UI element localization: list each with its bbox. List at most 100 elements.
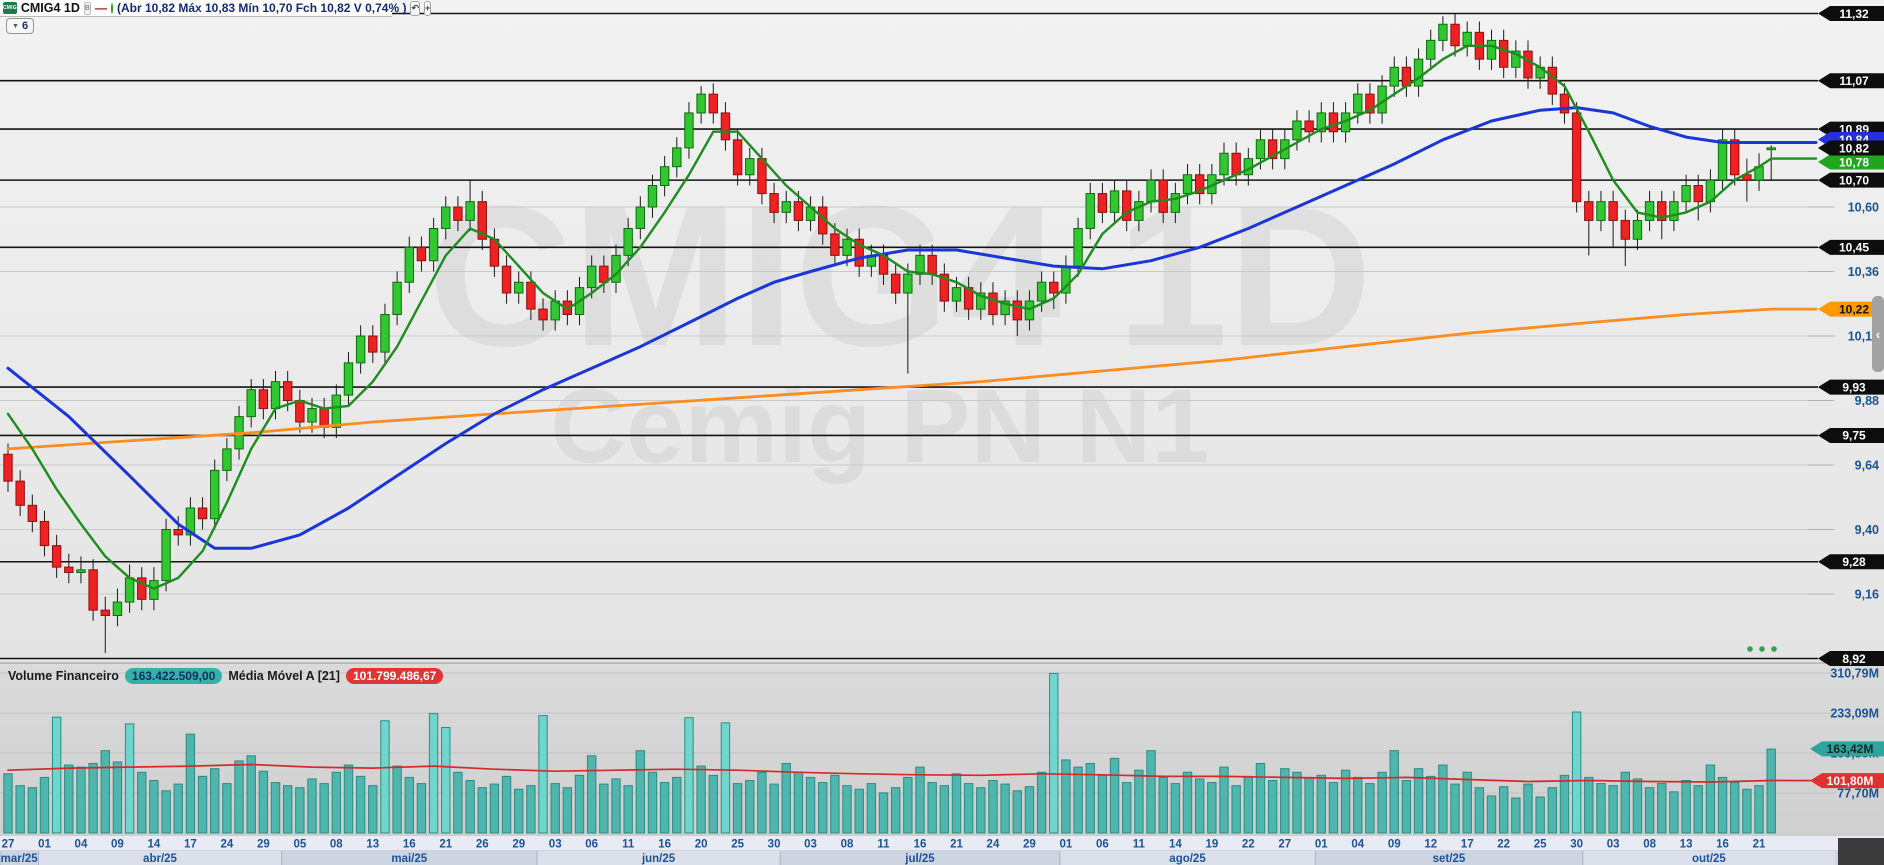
svg-text:03: 03	[1607, 839, 1620, 851]
svg-text:9,93: 9,93	[1842, 380, 1866, 394]
svg-text:30: 30	[1570, 839, 1583, 851]
svg-text:08: 08	[330, 839, 343, 851]
svg-text:10,45: 10,45	[1839, 241, 1869, 255]
ellipsis-dots	[1747, 646, 1777, 652]
svg-text:77,70M: 77,70M	[1837, 787, 1879, 801]
svg-text:21: 21	[439, 839, 452, 851]
svg-text:9,88: 9,88	[1855, 394, 1879, 408]
date-axis[interactable]: mar/25 abr/25 mai/25 jun/25 jul/25 ago/25 set/…	[0, 836, 1884, 865]
svg-text:19: 19	[1205, 839, 1218, 851]
ma-fast-line	[6, 44, 1818, 590]
volume-indicator-row: Volume Financeiro 163.422.509,00 Média M…	[8, 667, 444, 684]
svg-text:08: 08	[1643, 839, 1656, 851]
svg-text:11: 11	[1133, 839, 1146, 851]
svg-text:22: 22	[1497, 839, 1510, 851]
svg-text:29: 29	[1023, 839, 1036, 851]
svg-text:9,64: 9,64	[1855, 459, 1879, 473]
svg-text:24: 24	[220, 839, 233, 851]
svg-text:10,70: 10,70	[1839, 173, 1869, 187]
indicator-count: 6	[21, 20, 29, 32]
undo-button[interactable]: ↶	[410, 0, 420, 16]
svg-text:set/25: set/25	[1433, 853, 1466, 865]
volume-value-badge: 163.422.509,00	[124, 667, 223, 684]
volume-ma-line	[7, 763, 1817, 783]
svg-text:jun/25: jun/25	[641, 853, 676, 865]
svg-text:10,82: 10,82	[1839, 141, 1869, 155]
svg-text:16: 16	[914, 839, 927, 851]
svg-text:30: 30	[768, 839, 781, 851]
chart-header: CMIG CMIG4 1D B — (Abr 10,82 Máx 10,83 M…	[0, 0, 432, 17]
svg-text:08: 08	[841, 839, 854, 851]
svg-text:06: 06	[585, 839, 598, 851]
svg-text:14: 14	[148, 839, 161, 851]
svg-text:9,28: 9,28	[1842, 555, 1866, 569]
svg-text:out/25: out/25	[1692, 853, 1726, 865]
chevron-down-icon: ▼	[12, 22, 19, 30]
chart-background	[0, 0, 1884, 836]
svg-text:14: 14	[1169, 839, 1182, 851]
svg-text:26: 26	[476, 839, 489, 851]
svg-text:27: 27	[1278, 839, 1291, 851]
svg-text:163,42M: 163,42M	[1827, 742, 1874, 756]
svg-text:03: 03	[549, 839, 562, 851]
symbol-title: CMIG4 1D	[20, 1, 80, 15]
svg-text:16: 16	[658, 839, 671, 851]
svg-text:10,78: 10,78	[1839, 155, 1869, 169]
svg-text:03: 03	[804, 839, 817, 851]
svg-text:12: 12	[1424, 839, 1437, 851]
svg-text:01: 01	[38, 839, 51, 851]
svg-text:04: 04	[75, 839, 88, 851]
side-panel-handle[interactable]: ‹	[1872, 296, 1884, 372]
svg-text:‹: ‹	[1876, 327, 1880, 342]
svg-text:310,79M: 310,79M	[1830, 667, 1879, 681]
minus-icon[interactable]: —	[94, 1, 107, 15]
svg-text:10,22: 10,22	[1839, 302, 1869, 316]
svg-text:10,12: 10,12	[1848, 330, 1879, 344]
svg-text:10,36: 10,36	[1848, 265, 1879, 279]
svg-text:13: 13	[1680, 839, 1693, 851]
svg-text:21: 21	[950, 839, 963, 851]
svg-text:jul/25: jul/25	[904, 853, 935, 865]
svg-text:25: 25	[731, 839, 744, 851]
svg-text:11: 11	[877, 839, 890, 851]
svg-text:17: 17	[184, 839, 197, 851]
svg-text:101,80M: 101,80M	[1827, 774, 1874, 788]
ma-slow-line	[6, 307, 1818, 451]
svg-text:abr/25: abr/25	[143, 853, 177, 865]
svg-text:ago/25: ago/25	[1169, 853, 1206, 865]
svg-text:13: 13	[366, 839, 379, 851]
svg-text:9,40: 9,40	[1855, 523, 1879, 537]
svg-text:01: 01	[1060, 839, 1073, 851]
svg-text:10,60: 10,60	[1848, 201, 1879, 215]
svg-text:11: 11	[622, 839, 635, 851]
svg-text:25: 25	[1534, 839, 1547, 851]
svg-text:22: 22	[1242, 839, 1255, 851]
svg-text:05: 05	[293, 839, 306, 851]
svg-text:29: 29	[257, 839, 270, 851]
add-button[interactable]: +	[424, 0, 432, 16]
symbol-logo-icon: CMIG	[3, 2, 17, 14]
price-axis[interactable]: 11,3211,0710,8910,7010,459,939,759,288,9…	[1810, 6, 1884, 789]
svg-text:27: 27	[2, 839, 15, 851]
svg-text:17: 17	[1461, 839, 1474, 851]
volume-bars-layer	[3, 672, 1776, 834]
axis-corner	[1838, 838, 1884, 865]
status-dot-icon	[110, 2, 113, 14]
svg-text:09: 09	[1388, 839, 1401, 851]
svg-text:233,09M: 233,09M	[1830, 707, 1879, 721]
indicator-collapse-button[interactable]: ▼ 6	[6, 18, 35, 34]
svg-text:24: 24	[987, 839, 1000, 851]
svg-text:21: 21	[1753, 839, 1766, 851]
svg-text:06: 06	[1096, 839, 1109, 851]
book-icon[interactable]: B	[83, 1, 91, 15]
svg-text:29: 29	[512, 839, 525, 851]
svg-text:mai/25: mai/25	[391, 853, 427, 865]
svg-text:09: 09	[111, 839, 124, 851]
volume-ma-value-badge: 101.799.486,67	[345, 667, 444, 684]
ohlc-readout: (Abr 10,82 Máx 10,83 Mín 10,70 Fch 10,82…	[116, 1, 407, 15]
volume-indicator-label: Volume Financeiro	[8, 668, 119, 683]
svg-text:mar/25: mar/25	[1, 853, 39, 865]
svg-text:11,32: 11,32	[1839, 7, 1869, 21]
